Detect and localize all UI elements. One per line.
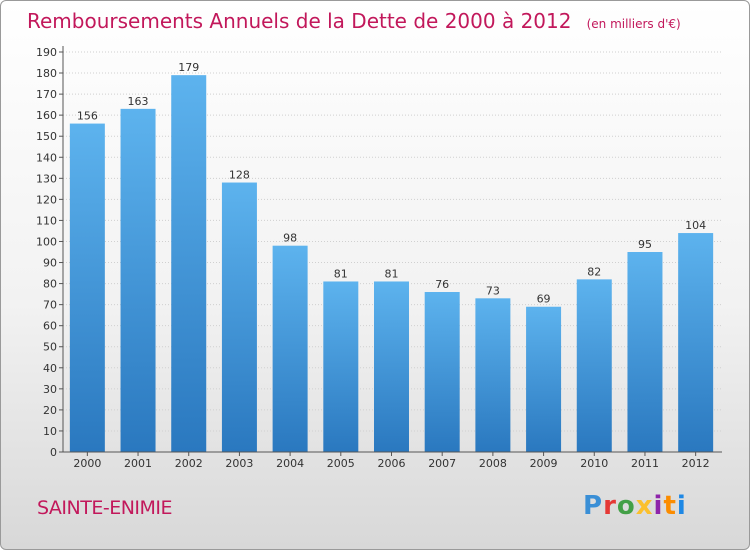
- value-label: 128: [229, 169, 250, 182]
- x-tick-label: 2006: [378, 457, 406, 470]
- y-tick-label: 50: [43, 341, 57, 354]
- y-tick-label: 30: [43, 383, 57, 396]
- bars: 156 163 179 128 98 81 81 76 73 69 82 95 104: [69, 61, 714, 453]
- x-tick-label: 2001: [124, 457, 152, 470]
- y-tick-label: 160: [36, 109, 57, 122]
- bar-2005: [323, 281, 359, 452]
- y-tick-label: 0: [50, 446, 57, 459]
- y-tick-label: 100: [36, 235, 57, 248]
- value-label: 69: [537, 293, 551, 306]
- y-tick-label: 10: [43, 425, 57, 438]
- bar-2003: [221, 182, 257, 453]
- value-label: 104: [685, 219, 706, 232]
- x-tick-label: 2010: [580, 457, 608, 470]
- logo-letter: x: [635, 491, 654, 521]
- x-tick-label: 2005: [327, 457, 355, 470]
- y-tick-label: 20: [43, 404, 57, 417]
- y-tick-label: 140: [36, 151, 57, 164]
- logo-letter: o: [616, 491, 636, 521]
- y-tick-label: 40: [43, 362, 57, 375]
- logo-letter: i: [653, 491, 664, 521]
- x-tick-label: 2003: [225, 457, 253, 470]
- bar-2004: [272, 245, 308, 452]
- bar-2000: [69, 123, 105, 452]
- bar-2012: [678, 233, 714, 452]
- bar-2006: [374, 281, 409, 452]
- title-row: Remboursements Annuels de la Dette de 20…: [27, 9, 681, 33]
- value-label: 76: [435, 278, 449, 291]
- value-label: 73: [486, 284, 500, 297]
- y-tick-label: 60: [43, 320, 57, 333]
- y-tick-label: 180: [36, 67, 57, 80]
- value-label: 81: [385, 267, 399, 280]
- grid-lines: [63, 51, 722, 453]
- x-tick-label: 2007: [428, 457, 456, 470]
- y-axis-ticks: 0 10 20 30 40 50 60 70 80 90 100 110 120 130 140 150 160…: [36, 46, 63, 459]
- chart-title: Remboursements Annuels de la Dette de 20…: [27, 9, 572, 33]
- place-name: SAINTE-ENIMIE: [37, 497, 173, 519]
- proxiti-logo[interactable]: Proxiti: [583, 491, 687, 521]
- x-axis-ticks: 2000 2001 2002 2003 2004 2005 2006 2007 2008 2009…: [73, 452, 710, 470]
- value-label: 98: [283, 232, 297, 245]
- logo-letter: t: [663, 491, 677, 521]
- x-tick-label: 2009: [530, 457, 558, 470]
- y-tick-label: 170: [36, 88, 57, 101]
- value-label: 179: [178, 61, 199, 74]
- bar-2007: [424, 292, 460, 452]
- bar-2009: [526, 306, 562, 452]
- chart-subtitle: (en milliers d'€): [586, 17, 681, 31]
- bar-2001: [120, 108, 156, 452]
- value-label: 81: [334, 267, 348, 280]
- logo-letter: i: [676, 491, 687, 521]
- y-tick-label: 70: [43, 299, 57, 312]
- bar-2010: [576, 279, 612, 452]
- logo-letter: P: [583, 491, 604, 521]
- value-label: 82: [587, 265, 601, 278]
- x-tick-label: 2000: [73, 457, 101, 470]
- x-tick-label: 2004: [276, 457, 304, 470]
- bar-2002: [171, 75, 207, 452]
- y-tick-label: 80: [43, 278, 57, 291]
- logo-letter: r: [603, 491, 617, 521]
- x-tick-label: 2008: [479, 457, 507, 470]
- y-tick-label: 90: [43, 257, 57, 270]
- y-tick-label: 110: [36, 214, 57, 227]
- y-tick-label: 150: [36, 130, 57, 143]
- x-tick-label: 2012: [682, 457, 710, 470]
- x-tick-label: 2011: [631, 457, 659, 470]
- value-label: 95: [638, 238, 652, 251]
- y-tick-label: 120: [36, 193, 57, 206]
- bar-2008: [475, 298, 511, 452]
- bar-2011: [627, 252, 663, 452]
- value-label: 156: [77, 110, 98, 123]
- x-tick-label: 2002: [175, 457, 203, 470]
- y-tick-label: 130: [36, 172, 57, 185]
- y-tick-label: 190: [36, 46, 57, 59]
- value-label: 163: [128, 95, 149, 108]
